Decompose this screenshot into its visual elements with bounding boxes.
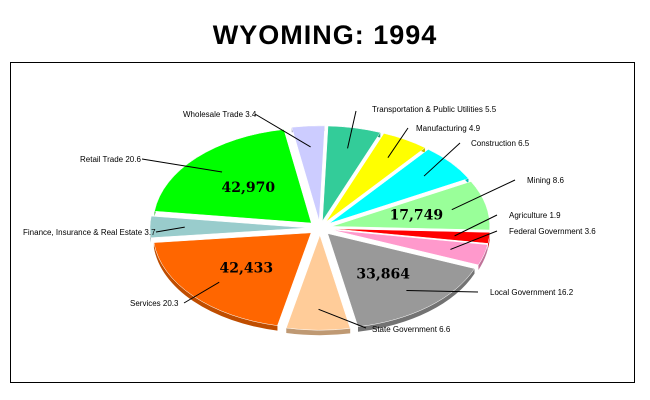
leader-line-local-government xyxy=(406,290,479,293)
slice-label-retail-trade: Retail Trade 20.6 xyxy=(80,155,141,164)
leader-line-mining xyxy=(451,179,516,211)
pie-slice-mining xyxy=(331,181,490,231)
slice-label-construction: Construction 6.5 xyxy=(471,139,530,148)
pie-slice-finance-insurance-and-real-estate xyxy=(149,215,309,239)
pie-slice-retail-trade xyxy=(154,129,312,224)
leader-line-state-government xyxy=(318,308,367,329)
leader-line-construction xyxy=(423,142,461,177)
leader-line-agriculture xyxy=(454,214,498,237)
leader-line-transportation-and-public-utilities xyxy=(347,110,357,149)
leader-line-finance-insurance-and-real-estate xyxy=(155,226,185,233)
pie-slice-wholesale-trade xyxy=(291,125,326,221)
leader-line-manufacturing xyxy=(387,127,409,158)
slice-label-agriculture: Agriculture 1.9 xyxy=(509,211,561,220)
value-label-mining: 17,749 xyxy=(390,208,444,224)
chart-frame xyxy=(10,62,635,383)
slice-label-wholesale-trade: Wholesale Trade 3.4 xyxy=(183,110,257,119)
chart-title: WYOMING: 1994 xyxy=(212,20,438,50)
slice-label-local-government: Local Government 16.2 xyxy=(490,288,574,297)
value-label-retail-trade: 42,970 xyxy=(222,180,276,196)
pie-slice-transportation-and-public-utilities xyxy=(322,125,381,222)
slice-label-manufacturing: Manufacturing 4.9 xyxy=(416,124,481,133)
leader-line-federal-government xyxy=(450,230,498,250)
slice-label-federal-government: Federal Government 3.6 xyxy=(509,227,596,236)
leader-line-services xyxy=(183,281,220,304)
slice-label-finance-insurance-and-real-estate: Finance, Insurance & Real Estate 3.7 xyxy=(23,228,156,237)
value-label-local-government: 33,864 xyxy=(356,267,410,283)
pie-slice-local-government xyxy=(327,233,475,328)
value-label-services: 42,433 xyxy=(220,261,274,277)
pie-slice-agriculture xyxy=(331,228,491,244)
slice-label-mining: Mining 8.6 xyxy=(527,176,564,185)
leader-line-wholesale-trade xyxy=(254,113,311,148)
slice-label-services: Services 20.3 xyxy=(130,299,179,308)
slice-label-state-government: State Government 6.6 xyxy=(372,325,451,334)
pie-slice-services xyxy=(153,232,312,326)
leader-line-retail-trade xyxy=(141,158,223,173)
pie-slice-state-government xyxy=(285,234,351,331)
pie-slice-side-local-government xyxy=(357,268,475,332)
pie-slice-manufacturing xyxy=(325,133,426,222)
slice-label-transportation-and-public-utilities: Transportation & Public Utilities 5.5 xyxy=(372,105,497,114)
pie-slice-side-services xyxy=(153,242,278,331)
pie-slice-federal-government xyxy=(331,229,488,266)
